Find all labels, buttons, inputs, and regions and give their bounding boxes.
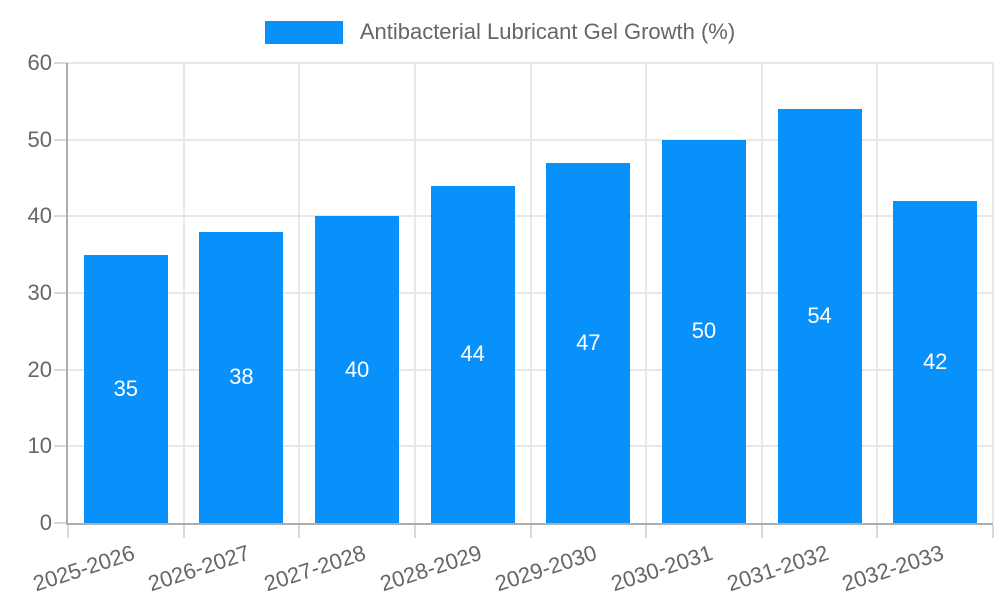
x-gridline (413, 63, 416, 523)
x-gridline (992, 63, 994, 523)
bar-value-label: 42 (922, 349, 948, 374)
legend-label: Antibacterial Lubricant Gel Growth (%) (359, 19, 736, 44)
y-axis-tick (54, 62, 68, 64)
x-gridline (529, 63, 532, 523)
x-gridline (645, 63, 648, 523)
y-axis-tick-label: 20 (27, 356, 52, 382)
bar[interactable] (199, 231, 284, 523)
y-axis-tick-label: 50 (27, 126, 52, 152)
y-axis-tick-label: 0 (39, 510, 52, 535)
bar-value-label: 50 (691, 318, 717, 344)
x-axis-tick (182, 525, 185, 538)
x-axis-tick (876, 525, 879, 538)
x-axis-tick (529, 525, 532, 538)
x-axis-tick (413, 525, 416, 538)
bar[interactable] (893, 201, 978, 523)
x-axis-line (66, 523, 993, 525)
bar-value-label: 54 (807, 303, 832, 328)
y-axis-tick (54, 138, 68, 141)
bar-value-label: 44 (460, 341, 485, 367)
y-axis-tick (54, 292, 68, 294)
bar[interactable] (546, 162, 631, 523)
y-axis-tick (54, 445, 68, 448)
y-axis-tick-label: 30 (27, 280, 52, 305)
bar[interactable] (777, 109, 862, 523)
x-gridline (760, 63, 763, 523)
y-axis-tick-label: 60 (27, 50, 52, 75)
bar-value-label: 35 (113, 375, 139, 401)
x-gridline (298, 63, 301, 523)
y-axis-tick-label: 40 (27, 203, 52, 229)
bar-value-label: 47 (576, 329, 601, 355)
legend-swatch-icon (264, 20, 343, 44)
bar-value-label: 40 (344, 356, 370, 382)
x-axis-tick (992, 525, 994, 538)
y-axis-line (66, 63, 68, 525)
bar[interactable] (430, 185, 515, 523)
y-axis-tick (54, 522, 68, 524)
x-axis-tick (298, 525, 301, 538)
bar[interactable] (661, 139, 746, 523)
y-axis-tick (54, 368, 68, 371)
x-axis-tick (760, 525, 763, 538)
x-gridline (182, 63, 185, 523)
y-axis-tick (54, 215, 68, 218)
y-axis-tick-label: 10 (27, 433, 52, 459)
bar[interactable] (83, 254, 168, 523)
bar[interactable] (315, 216, 400, 523)
x-axis-tick (645, 525, 648, 538)
x-gridline (876, 63, 879, 523)
x-axis-tick (67, 525, 69, 538)
bar-value-label: 38 (229, 364, 254, 390)
chart-legend[interactable]: Antibacterial Lubricant Gel Growth (%) (0, 19, 1000, 45)
